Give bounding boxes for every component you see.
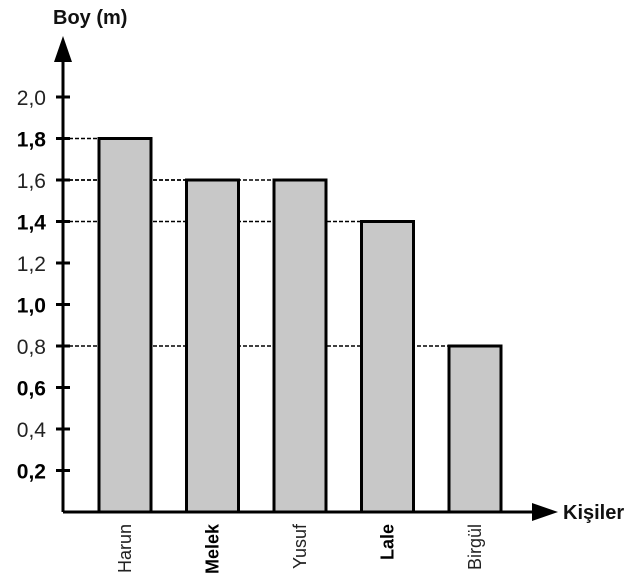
y-tick-label: 0,4 <box>17 419 47 442</box>
y-tick-label: 2,0 <box>17 87 46 110</box>
y-tick-label: 1,8 <box>17 129 47 152</box>
category-label: Birgül <box>465 524 485 570</box>
y-tick-label: 1,2 <box>17 253 46 276</box>
category-label: Lale <box>378 524 398 560</box>
y-tick-label: 1,4 <box>17 212 47 235</box>
bar-yusuf <box>272 178 328 514</box>
y-ticks: 0,2 0,4 0,6 0,8 1,0 1,2 1,4 1,6 1,8 2,0 <box>17 87 70 484</box>
y-axis-arrow <box>54 36 72 62</box>
x-axis-arrow <box>532 503 558 521</box>
bar-birgül <box>447 344 503 514</box>
x-axis-title: Kişiler <box>563 502 624 524</box>
bar-melek <box>185 178 240 514</box>
axes <box>54 36 558 521</box>
y-tick-label: 0,8 <box>17 336 46 359</box>
y-axis-title: Boy (m) <box>53 7 127 29</box>
category-label: Yusuf <box>290 523 310 569</box>
y-tick-label: 0,6 <box>17 378 46 401</box>
category-labels: Harun Melek Yusuf Lale Birgül <box>115 523 485 574</box>
bar-harun <box>97 137 153 514</box>
category-label: Melek <box>203 523 223 574</box>
bar-lale <box>360 220 415 514</box>
category-label: Harun <box>115 524 135 573</box>
y-tick-label: 0,2 <box>17 461 46 484</box>
bars <box>97 137 503 514</box>
y-tick-label: 1,6 <box>17 170 46 193</box>
y-tick-label: 1,0 <box>17 295 46 318</box>
